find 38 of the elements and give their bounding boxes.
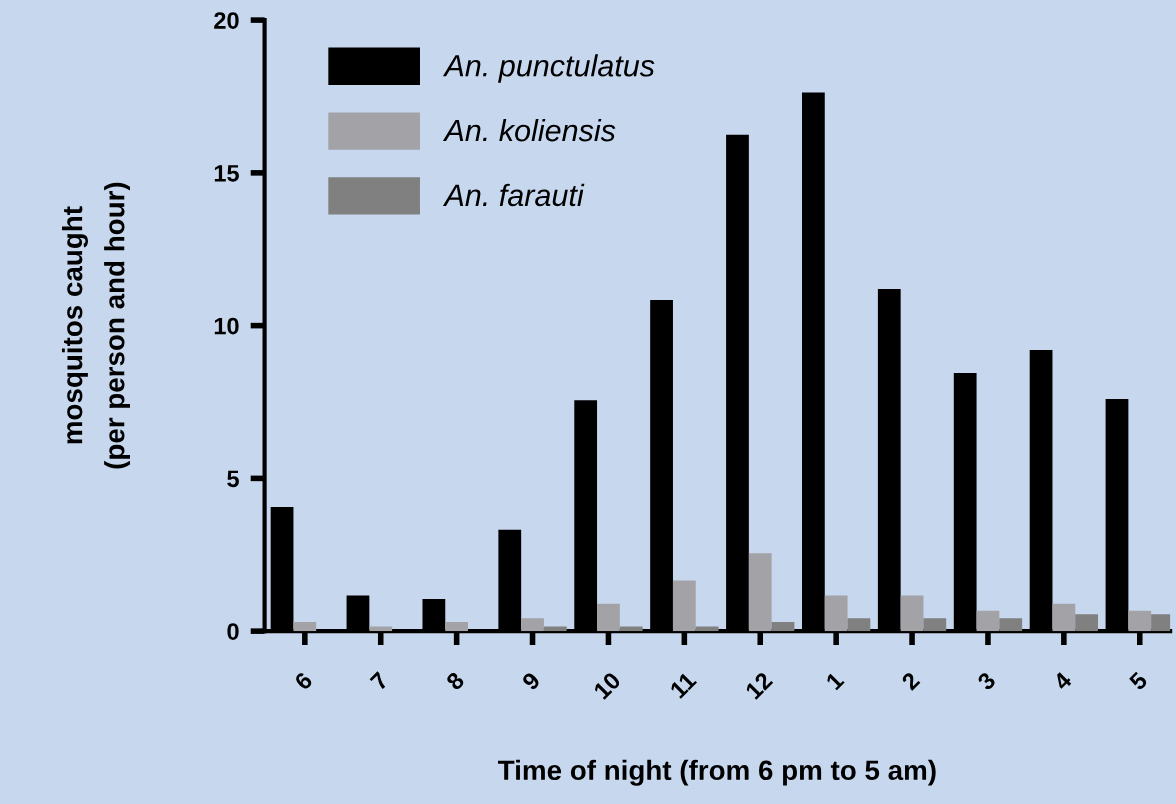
- x-tick-label: 9: [521, 671, 542, 691]
- bar: [771, 621, 795, 632]
- bar: [748, 553, 772, 632]
- bar: [923, 618, 947, 632]
- x-tick-label: 10: [592, 671, 622, 700]
- bar: [999, 618, 1023, 632]
- x-tick-label: 5: [1128, 671, 1149, 692]
- y-axis-title: mosquitos caught (per person and hour): [61, 182, 131, 469]
- x-tick-label: 3: [976, 671, 997, 692]
- bar: [597, 603, 620, 632]
- bar: [445, 621, 469, 632]
- legend-label: An. farauti: [442, 183, 585, 207]
- bar: [824, 595, 848, 632]
- x-tick-label: 8: [445, 670, 466, 692]
- x-tick-label: 1: [825, 671, 845, 691]
- legend-label: An. punctulatus: [442, 54, 655, 83]
- x-tick-label: 7: [369, 671, 389, 691]
- y-tick-label: 20: [214, 12, 239, 29]
- bar: [976, 610, 1000, 632]
- y-tick-label: 0: [227, 623, 239, 640]
- y-tick-label: 10: [214, 317, 239, 335]
- bar: [293, 621, 317, 632]
- bar: [1075, 614, 1099, 632]
- x-tick-label: 12: [744, 671, 774, 700]
- bar: [1128, 610, 1152, 632]
- bar: [521, 618, 544, 632]
- bar: [847, 618, 871, 632]
- x-tick-label: 6: [293, 671, 314, 691]
- y-tick-label: 5: [227, 470, 239, 488]
- bar: [900, 595, 924, 632]
- x-tick-label: 11: [669, 671, 698, 699]
- legend-label: An. koliensis: [442, 118, 616, 142]
- bar: [672, 580, 696, 632]
- x-axis-title: Time of night (from 6 pm to 5 am): [498, 759, 936, 786]
- x-tick-label: 2: [900, 671, 921, 691]
- bar: [1052, 603, 1076, 632]
- x-tick-label: 4: [1052, 670, 1073, 692]
- y-tick-label: 15: [214, 165, 239, 182]
